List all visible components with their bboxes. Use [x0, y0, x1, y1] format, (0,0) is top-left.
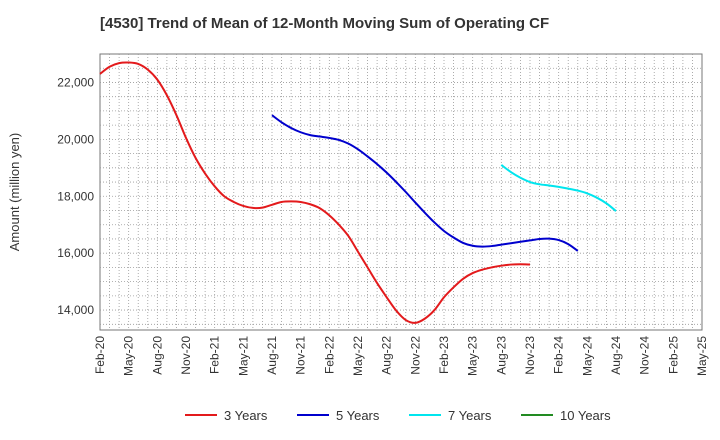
series-line-3-years: [99, 61, 531, 324]
plot-area: [99, 53, 703, 331]
x-tick-label: Nov-20: [179, 336, 193, 375]
x-tick-labels: Feb-20 May-20 Aug-20 Nov-20 Feb-21 May-21 Aug-…: [93, 336, 709, 376]
x-tick-label: Feb-25: [666, 336, 680, 374]
y-tick-label: 18,000: [57, 189, 94, 203]
x-tick-label: Aug-21: [265, 336, 279, 375]
x-tick-label: May-23: [466, 336, 480, 376]
x-tick-label: May-20: [122, 336, 136, 376]
chart-title: [4530] Trend of Mean of 12-Month Moving …: [100, 15, 549, 32]
x-tick-label: May-22: [351, 336, 365, 376]
series-line-7-years: [500, 164, 617, 212]
y-tick-label: 20,000: [57, 132, 94, 146]
x-tick-label: Feb-23: [437, 336, 451, 374]
x-tick-label: Nov-23: [523, 336, 537, 375]
x-tick-label: Aug-24: [609, 336, 623, 375]
y-axis-label: Amount (million yen): [7, 133, 22, 252]
y-tick-label: 16,000: [57, 246, 94, 260]
x-tick-label: Nov-24: [638, 336, 652, 375]
x-tick-label: Feb-20: [93, 336, 107, 374]
x-tick-label: Aug-22: [380, 336, 394, 375]
y-tick-labels: 14,000 16,000 18,000 20,000 22,000: [57, 75, 94, 317]
x-tick-label: Aug-23: [494, 336, 508, 375]
series-line-5-years: [271, 114, 579, 252]
x-tick-label: Aug-20: [150, 336, 164, 375]
legend: 3 Years 5 Years 7 Years 10 Years: [185, 408, 611, 423]
x-tick-label: Nov-21: [294, 336, 308, 375]
x-tick-label: May-25: [695, 336, 709, 376]
x-tick-label: Nov-22: [408, 336, 422, 375]
x-tick-label: Feb-24: [552, 336, 566, 374]
x-tick-label: May-24: [580, 336, 594, 376]
x-tick-label: May-21: [236, 336, 250, 376]
legend-label-7-years: 7 Years: [448, 408, 492, 423]
y-tick-label: 14,000: [57, 303, 94, 317]
x-tick-label: Feb-22: [322, 336, 336, 374]
legend-label-5-years: 5 Years: [336, 408, 380, 423]
y-tick-label: 22,000: [57, 75, 94, 89]
legend-label-3-years: 3 Years: [224, 408, 268, 423]
gridlines: [100, 54, 702, 330]
x-tick-label: Feb-21: [208, 336, 222, 374]
legend-label-10-years: 10 Years: [560, 408, 611, 423]
series-lines: [99, 61, 617, 324]
